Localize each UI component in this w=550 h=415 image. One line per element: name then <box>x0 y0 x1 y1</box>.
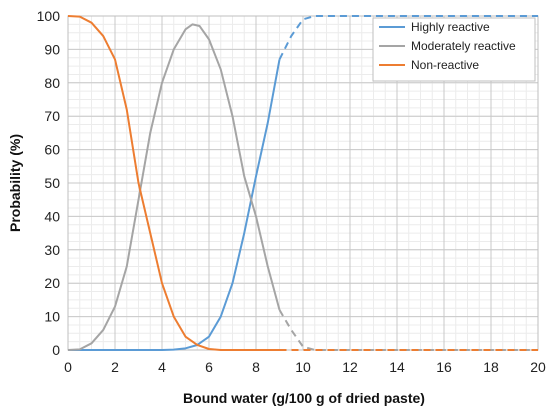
legend: Highly reactive Moderately reactive Non-re… <box>372 17 536 82</box>
x-tick-labels: 0 2 4 6 8 10 12 14 16 18 20 <box>64 359 546 375</box>
plot-frame <box>67 15 539 351</box>
y-tick-label: 40 <box>44 208 60 224</box>
y-tick-label: 0 <box>52 342 60 358</box>
y-tick-label: 90 <box>44 41 60 57</box>
series-layer <box>67 15 538 351</box>
series-line-moderately-reactive <box>67 23 281 351</box>
legend-entry: Moderately reactive <box>411 39 516 53</box>
y-tick-label: 20 <box>44 275 60 291</box>
legend-entry: Highly reactive <box>411 20 490 34</box>
x-tick-label: 6 <box>205 359 213 375</box>
y-tick-label: 50 <box>44 175 60 191</box>
y-tick-labels: 0 10 20 30 40 50 60 70 80 90 100 <box>37 8 61 358</box>
x-tick-label: 18 <box>483 359 499 375</box>
series-dashed-highly-reactive <box>278 15 538 60</box>
y-tick-label: 80 <box>44 75 60 91</box>
plot-border <box>67 15 539 351</box>
y-tick-label: 70 <box>44 108 60 124</box>
x-tick-label: 4 <box>158 359 166 375</box>
y-tick-label: 10 <box>44 309 60 325</box>
series-line-non-reactive <box>67 15 280 351</box>
x-tick-label: 0 <box>64 359 72 375</box>
x-tick-label: 16 <box>436 359 452 375</box>
x-tick-label: 12 <box>342 359 358 375</box>
y-axis-title: Probability (%) <box>7 134 23 232</box>
x-tick-label: 10 <box>295 359 311 375</box>
x-tick-label: 20 <box>530 359 546 375</box>
x-axis-title: Bound water (g/100 g of dried paste) <box>183 390 425 406</box>
y-tick-label: 60 <box>44 142 60 158</box>
x-tick-label: 8 <box>252 359 260 375</box>
legend-box <box>372 17 536 82</box>
x-tick-label: 14 <box>389 359 405 375</box>
legend-entry: Non-reactive <box>411 58 479 72</box>
y-tick-label: 30 <box>44 242 60 258</box>
y-tick-label: 100 <box>37 8 61 24</box>
x-tick-label: 2 <box>111 359 119 375</box>
